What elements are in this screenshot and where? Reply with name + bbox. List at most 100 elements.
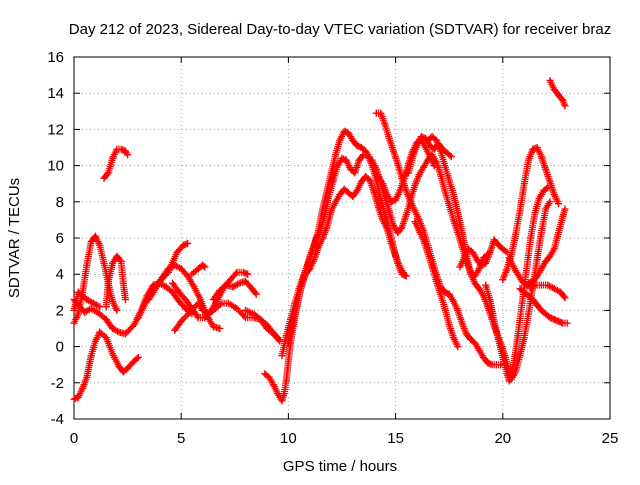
data-point (546, 314, 554, 322)
x-tick-label: 10 (280, 430, 297, 447)
data-point (169, 288, 177, 296)
data-point (467, 270, 475, 278)
data-point (428, 263, 436, 271)
data-point (349, 192, 357, 200)
data-point (537, 153, 545, 161)
data-point (475, 265, 483, 273)
data-point (96, 241, 104, 249)
data-point (242, 306, 250, 314)
series-arc-10 (171, 299, 284, 345)
data-point (336, 136, 344, 144)
data-point (486, 296, 494, 304)
data-point (177, 265, 185, 273)
data-point (338, 154, 346, 162)
data-point (424, 156, 432, 164)
data-point (525, 292, 533, 300)
data-point (100, 259, 108, 267)
data-point (540, 187, 548, 195)
data-point (74, 393, 82, 401)
data-point (121, 296, 129, 304)
data-point (561, 205, 569, 213)
data-point (385, 225, 393, 233)
series-arc-22 (456, 236, 511, 271)
data-point (344, 189, 352, 197)
data-point (394, 229, 402, 237)
data-point (398, 270, 406, 278)
data-point (282, 377, 290, 385)
data-point (121, 330, 129, 338)
data-point (424, 248, 432, 256)
data-point (319, 205, 327, 213)
data-point (79, 384, 87, 392)
data-point (87, 352, 95, 360)
data-point (398, 174, 406, 182)
data-point (550, 245, 558, 253)
data-point (244, 270, 252, 278)
data-point (113, 306, 121, 314)
data-point (117, 145, 125, 153)
data-point (458, 229, 466, 237)
data-point (261, 370, 269, 378)
data-point (70, 306, 78, 314)
data-point (533, 301, 541, 309)
axis-ticks: 0 5 10 15 20 25 -4 -2 0 2 4 6 8 10 12 14 16 (47, 49, 618, 447)
data-point (555, 229, 563, 237)
data-point (445, 321, 453, 329)
series-arc-28 (546, 77, 569, 110)
data-point (289, 319, 297, 327)
data-point (404, 169, 412, 177)
data-point (284, 339, 292, 347)
data-point (389, 147, 397, 155)
data-markers (70, 77, 571, 405)
data-point (96, 303, 104, 311)
data-point (550, 315, 558, 323)
data-point (486, 248, 494, 256)
data-point (402, 272, 410, 280)
data-point (201, 314, 209, 322)
data-point (555, 200, 563, 208)
x-tick-label: 20 (494, 430, 511, 447)
data-point (222, 281, 230, 289)
data-point (96, 310, 104, 318)
data-point (269, 381, 277, 389)
data-point (533, 144, 541, 151)
data-point (181, 305, 189, 313)
data-point (327, 169, 335, 177)
data-point (151, 285, 159, 293)
data-point (158, 274, 166, 282)
data-point (424, 136, 432, 144)
series-arc-27 (525, 205, 569, 287)
data-point (332, 198, 340, 206)
data-point (115, 363, 123, 371)
data-point (413, 142, 421, 150)
data-point (302, 267, 310, 275)
series-arc-11 (188, 261, 209, 278)
data-point (516, 352, 524, 360)
x-tick-label: 5 (177, 430, 185, 447)
data-point (527, 234, 535, 242)
data-point (280, 390, 288, 398)
data-point (173, 248, 181, 256)
data-point (561, 102, 569, 110)
data-point (347, 165, 355, 173)
data-point (495, 335, 503, 343)
data-point (297, 283, 305, 291)
data-point (323, 187, 331, 195)
data-point (257, 315, 265, 323)
data-point (546, 198, 554, 206)
data-point (529, 277, 537, 285)
data-point (130, 321, 138, 329)
data-point (550, 86, 558, 94)
data-point (229, 283, 237, 291)
data-point (381, 192, 389, 200)
data-point (91, 337, 99, 345)
data-point (555, 91, 563, 99)
data-point (134, 314, 142, 322)
y-tick-label: 10 (47, 158, 64, 175)
data-point (109, 259, 117, 267)
data-point (370, 189, 378, 197)
data-point (469, 248, 477, 256)
data-point (96, 328, 104, 336)
y-tick-label: 2 (56, 302, 64, 319)
data-point (441, 187, 449, 195)
